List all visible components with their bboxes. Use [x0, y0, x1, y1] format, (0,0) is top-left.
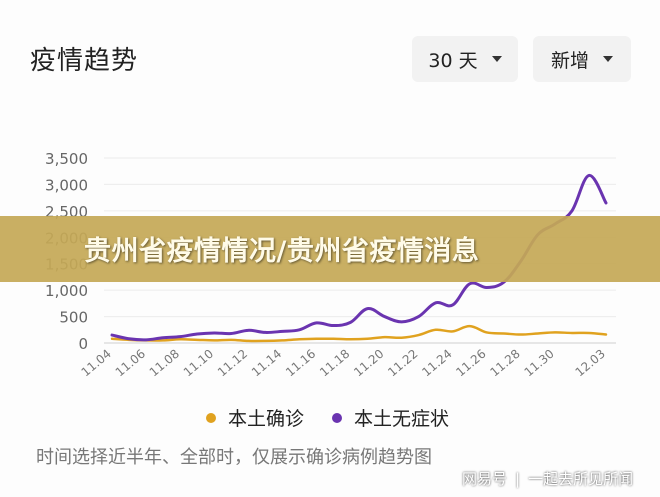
y-tick-label: 3,000 — [45, 176, 88, 194]
x-tick-label: 11.18 — [317, 347, 352, 380]
x-tick-label: 11.30 — [522, 347, 557, 380]
x-tick-label: 11.26 — [453, 347, 488, 380]
legend-label: 本土确诊 — [228, 408, 305, 430]
metric-dropdown[interactable]: 新增 — [533, 36, 631, 82]
x-tick-label: 11.28 — [487, 347, 522, 380]
x-tick-label: 11.10 — [181, 347, 216, 380]
legend-item-asymptomatic[interactable]: 本土无症状 — [332, 404, 449, 431]
page-title: 疫情趋势 — [30, 46, 139, 76]
metric-dropdown-label: 新增 — [550, 49, 589, 72]
legend-dot — [332, 412, 342, 423]
banner-title: 贵州省疫情情况/贵州省疫情消息 — [84, 236, 480, 267]
watermark-logo: 网易号 — [462, 470, 508, 488]
overlay-banner: 贵州省疫情情况/贵州省疫情消息 — [0, 216, 660, 282]
range-dropdown[interactable]: 30 天 — [412, 36, 518, 82]
x-tick-label: 11.12 — [215, 347, 250, 380]
legend-dot — [206, 412, 216, 423]
x-tick-label: 11.16 — [283, 347, 318, 380]
x-tick-label: 11.24 — [419, 347, 454, 380]
legend-item-confirmed[interactable]: 本土确诊 — [206, 404, 304, 431]
caret-down-icon — [603, 56, 613, 62]
watermark-divider: | — [515, 469, 521, 488]
watermark-text: 一起去所见所闻 — [528, 470, 634, 488]
series-line-confirmed — [110, 324, 608, 343]
x-tick-label: 11.06 — [113, 347, 148, 380]
watermark: 网易号 | 一起去所见所闻 — [462, 468, 633, 489]
footnote: 时间选择近半年、全部时，仅展示确诊病例趋势图 — [36, 447, 432, 468]
x-tick-label: 11.20 — [351, 347, 386, 380]
x-tick-label: 11.08 — [147, 347, 182, 380]
x-tick-label: 11.22 — [385, 347, 420, 380]
y-tick-label: 0 — [78, 335, 88, 353]
x-tick-label: 11.14 — [249, 347, 284, 380]
y-tick-label: 1,000 — [45, 282, 88, 300]
range-dropdown-label: 30 天 — [428, 49, 478, 72]
y-tick-label: 500 — [59, 309, 88, 327]
legend-label: 本土无症状 — [354, 408, 450, 430]
caret-down-icon — [491, 56, 502, 62]
y-tick-label: 3,500 — [45, 150, 88, 168]
x-tick-label: 12.03 — [573, 347, 608, 380]
